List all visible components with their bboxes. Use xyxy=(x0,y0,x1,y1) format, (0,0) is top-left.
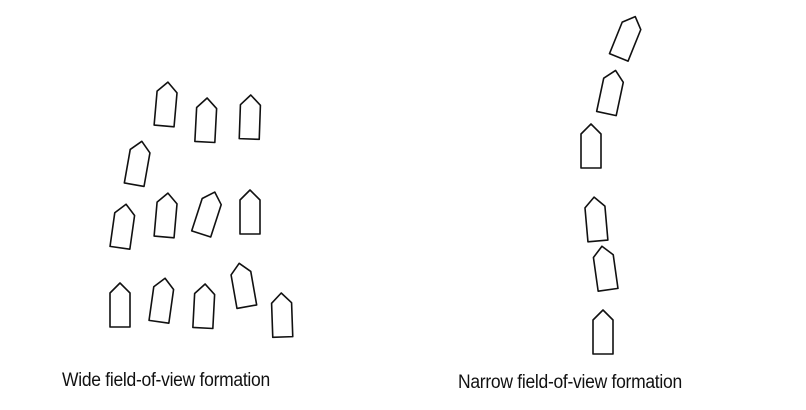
agent-shape xyxy=(109,282,131,328)
agent-shape xyxy=(580,123,602,169)
agent-shape xyxy=(153,81,178,128)
agent-shape xyxy=(592,309,614,355)
agent-shape xyxy=(239,189,261,235)
agent-shape xyxy=(190,191,223,238)
agent-shape xyxy=(592,245,619,292)
narrow-formation-caption: Narrow field-of-view formation xyxy=(458,372,682,393)
agent-shape xyxy=(153,192,178,239)
agent-shape xyxy=(194,97,218,144)
agent-shape xyxy=(109,203,136,250)
narrow-formation xyxy=(580,15,642,355)
wide-formation xyxy=(109,81,294,339)
agent-shape xyxy=(608,15,642,62)
agent-shape xyxy=(270,292,294,339)
agent-shape xyxy=(584,196,609,243)
wide-formation-caption: Wide field-of-view formation xyxy=(62,370,270,391)
agent-shape xyxy=(230,262,258,310)
agent-shape xyxy=(148,277,175,324)
agent-shape xyxy=(123,140,151,188)
agent-shape xyxy=(595,69,625,117)
agent-shape xyxy=(192,283,216,330)
agent-shape xyxy=(238,94,262,141)
